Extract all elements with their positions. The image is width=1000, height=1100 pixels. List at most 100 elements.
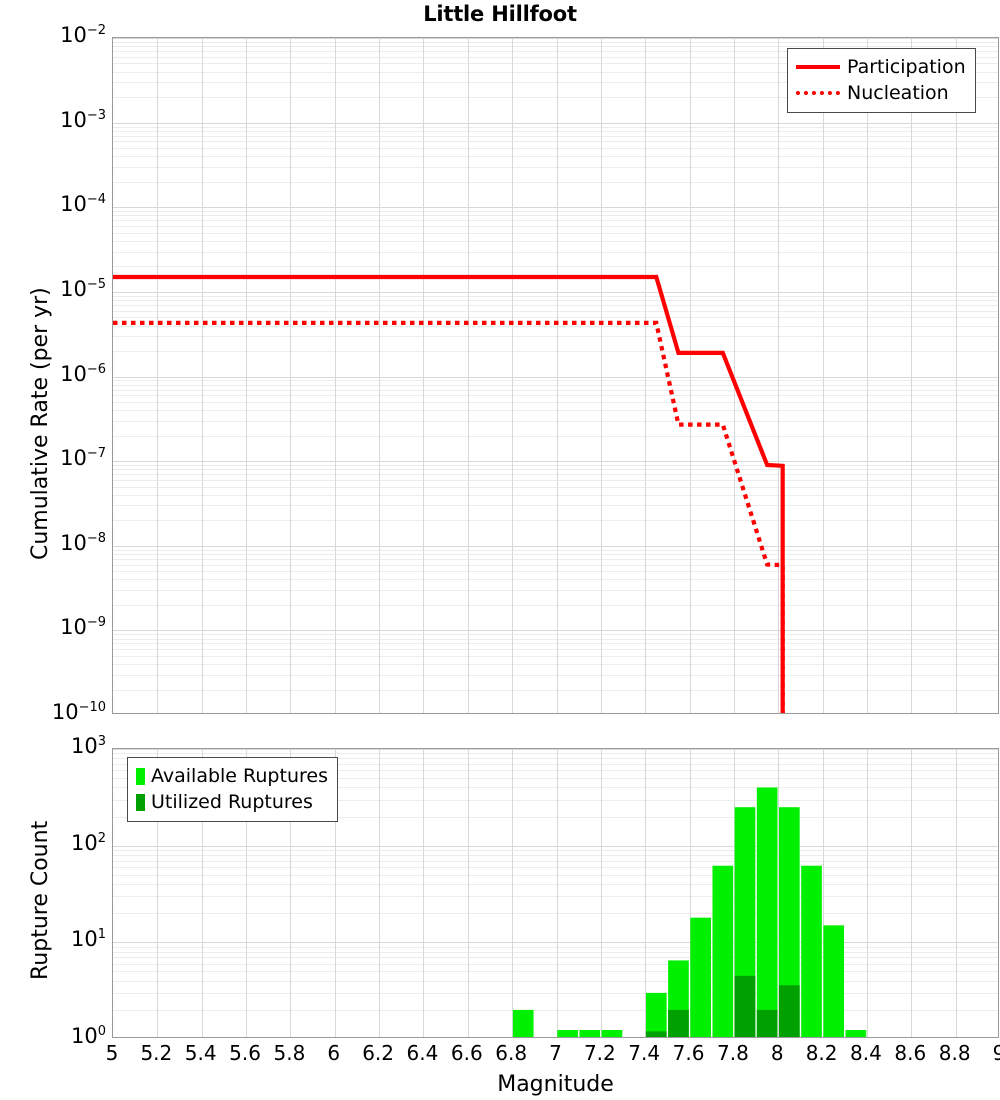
gridline-vertical — [246, 749, 248, 1037]
bar-available — [823, 925, 845, 1037]
gridline-vertical — [689, 38, 691, 713]
gridline-minor — [113, 753, 998, 755]
bar-available — [712, 865, 734, 1037]
gridline-vertical — [866, 38, 868, 713]
gridline-major — [113, 845, 998, 847]
gridline-minor — [113, 82, 998, 84]
gridline-minor — [113, 558, 998, 560]
bar-available — [579, 1030, 601, 1037]
bar-utilized — [779, 985, 800, 1037]
gridline-minor — [113, 148, 998, 150]
x-tick-label: 6.8 — [495, 1041, 528, 1065]
gridline-major — [113, 545, 998, 547]
x-tick-label: 9 — [992, 1041, 1000, 1065]
gridline-minor — [113, 494, 998, 496]
gridline-minor — [113, 643, 998, 645]
x-tick-label: 8 — [770, 1041, 784, 1065]
gridline-minor — [113, 465, 998, 466]
gridline-vertical — [467, 749, 469, 1037]
bottom-bars-layer — [512, 787, 867, 1037]
x-tick-label: 7.8 — [716, 1041, 749, 1065]
bar-available — [801, 865, 822, 1037]
available-color-icon — [136, 767, 145, 785]
gridline-vertical — [556, 38, 558, 713]
gridline-minor — [113, 778, 998, 780]
gridline-minor — [113, 240, 998, 242]
gridline-minor — [113, 896, 998, 898]
gridline-minor — [113, 420, 998, 422]
bar-utilized — [756, 1009, 778, 1037]
solid-line-icon — [796, 65, 840, 69]
gridline-vertical — [379, 38, 381, 713]
participation-curve — [113, 274, 785, 713]
gridline-vertical — [334, 749, 336, 1037]
gridline-vertical — [290, 38, 292, 713]
gridline-minor — [113, 56, 998, 58]
gridline-minor — [113, 389, 998, 391]
gridline-minor — [113, 770, 998, 772]
gridline-major — [113, 749, 998, 750]
gridline-vertical — [290, 749, 292, 1037]
gridline-vertical — [689, 749, 691, 1037]
gridline-minor — [113, 97, 998, 99]
gridline-minor — [113, 474, 998, 476]
legend-item-utilized-ruptures: Utilized Ruptures — [136, 789, 328, 815]
x-tick-label: 7.2 — [583, 1041, 616, 1065]
x-tick-label: 8.2 — [805, 1041, 838, 1065]
cumulative-rate-plot — [112, 37, 999, 714]
gridline-minor — [113, 787, 998, 789]
gridline-vertical — [423, 749, 425, 1037]
gridline-minor — [113, 300, 998, 302]
gridline-major — [113, 942, 998, 944]
x-axis-title: Magnitude — [497, 1072, 614, 1097]
gridline-vertical — [556, 749, 558, 1037]
bar-available — [601, 1030, 623, 1037]
gridline-major — [113, 122, 998, 124]
gridline-minor — [113, 469, 998, 471]
gridline-vertical — [645, 749, 647, 1037]
gridline-vertical — [733, 38, 735, 713]
gridline-minor — [113, 486, 998, 488]
gridline-vertical — [733, 749, 735, 1037]
bar-available — [845, 1030, 867, 1037]
gridline-minor — [113, 971, 998, 973]
gridline-minor — [113, 295, 998, 297]
y-tick-label: 10−4 — [60, 192, 106, 217]
gridline-minor — [113, 951, 998, 953]
gridline-vertical — [778, 38, 780, 713]
gridline-minor — [113, 980, 998, 982]
y-tick-label: 100 — [70, 1024, 106, 1048]
gridline-minor — [113, 884, 998, 886]
gridline-minor — [113, 571, 998, 573]
gridline-minor — [113, 232, 998, 234]
gridline-vertical — [955, 38, 957, 713]
gridline-major — [113, 376, 998, 378]
gridline-minor — [113, 655, 998, 657]
gridline-minor — [113, 211, 998, 213]
gridline-minor — [113, 266, 998, 268]
gridline-minor — [113, 590, 998, 591]
bar-available — [756, 787, 778, 1037]
gridline-vertical — [778, 749, 780, 1037]
x-tick-label: 5.8 — [273, 1041, 306, 1065]
gridline-minor — [113, 763, 998, 765]
gridline-minor — [113, 126, 998, 128]
legend-label-utilized: Utilized Ruptures — [151, 791, 313, 813]
bottom-gridlines — [113, 749, 998, 1037]
gridline-vertical — [246, 38, 248, 713]
gridline-minor — [113, 505, 998, 507]
gridline-minor — [113, 850, 998, 852]
gridline-minor — [113, 141, 998, 143]
y-tick-label: 10−3 — [60, 107, 106, 132]
gridline-minor — [113, 674, 998, 676]
gridline-vertical — [467, 38, 469, 713]
gridline-minor — [113, 867, 998, 869]
gridline-minor — [113, 71, 998, 73]
gridline-minor — [113, 304, 998, 306]
gridline-minor — [113, 860, 998, 862]
y-tick-label: 10−2 — [60, 23, 106, 47]
x-tick-label: 8.4 — [850, 1041, 882, 1065]
y-tick-label: 10−10 — [51, 700, 106, 724]
gridline-minor — [113, 181, 998, 183]
